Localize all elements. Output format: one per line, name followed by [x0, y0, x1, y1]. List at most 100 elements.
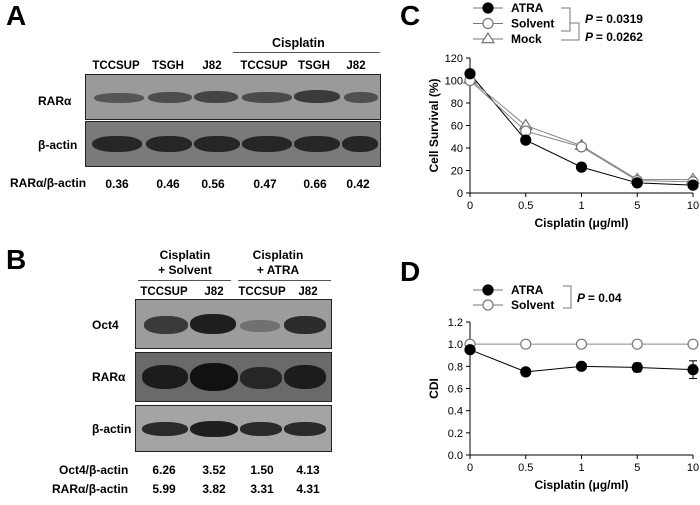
group1-label-line2: + Solvent — [158, 263, 212, 277]
ratio-value: 4.31 — [296, 482, 320, 496]
group1-label-line1: Cisplatin — [159, 248, 211, 262]
p-value-d: P = 0.04 — [577, 291, 622, 305]
data-point-atra — [575, 360, 588, 372]
lane-label: TCCSUP — [238, 286, 286, 298]
x-axis-label: Cisplatin (μg/ml) — [534, 216, 628, 230]
row-label-oct4: Oct4 — [92, 318, 119, 332]
cisplatin-group-rule — [233, 52, 380, 53]
lane-label: TCCSUP — [140, 286, 188, 298]
row-label-rara-b: RARα — [92, 370, 126, 384]
data-point-solvent — [575, 141, 588, 153]
cisplatin-group-label: Cisplatin — [272, 36, 325, 50]
data-point-atra — [464, 344, 476, 356]
y-tick-label: 0 — [457, 188, 463, 200]
rara-blot-b — [135, 352, 332, 402]
group2-label-line2: + ATRA — [256, 263, 300, 277]
panel-letter-b: B — [6, 244, 27, 275]
lane-label: TSGH — [152, 60, 184, 72]
p-value-2: P = 0.0262 — [585, 30, 643, 44]
ratio1-label-b: Oct4/β-actin — [59, 463, 129, 477]
ratio2-label-b: RARα/β-actin — [52, 482, 129, 496]
data-point-atra — [464, 68, 476, 80]
p-value-1: P = 0.0319 — [585, 12, 643, 26]
legend-label-solvent: Solvent — [511, 298, 554, 312]
y-tick-label: 60 — [451, 121, 463, 133]
x-tick-label: 5 — [634, 200, 640, 212]
data-point-atra — [631, 361, 643, 374]
ratio-value: 3.31 — [250, 482, 274, 496]
rara-blot — [85, 74, 381, 120]
y-tick-label: 1.0 — [448, 339, 463, 351]
ratio-value: 0.56 — [201, 177, 225, 191]
data-point-solvent — [575, 338, 588, 350]
ratio-value: 0.36 — [105, 177, 129, 191]
data-point-solvent — [631, 338, 643, 350]
data-point-solvent — [520, 338, 532, 350]
data-point-solvent — [687, 338, 699, 350]
x-tick-label: 0.5 — [518, 462, 533, 474]
row-label-beta-actin: β-actin — [38, 138, 78, 152]
data-point-atra — [520, 134, 532, 146]
group1-rule — [138, 280, 231, 281]
y-tick-label: 0.6 — [448, 384, 463, 396]
panel-letter-c: C — [400, 0, 421, 31]
lane-label: TSGH — [298, 60, 330, 72]
x-tick-label: 0 — [467, 200, 473, 212]
legend-marker — [482, 2, 494, 14]
y-tick-label: 0.4 — [448, 406, 463, 418]
legend-marker — [482, 284, 494, 296]
chart-c: 0 20 40 60 80 100 120 0 0.5 1 5 10 Cisplatin (μg/ml)… — [427, 1, 700, 230]
x-tick-label: 10 — [687, 462, 699, 474]
data-point-atra — [520, 366, 532, 378]
ratio-value: 4.13 — [296, 463, 320, 477]
ratio-value: 3.52 — [202, 463, 226, 477]
ratio-value: 0.42 — [346, 177, 370, 191]
bracket-d — [563, 285, 572, 309]
x-tick-label: 0.5 — [518, 200, 533, 212]
y-axis-label: CDI — [427, 378, 441, 399]
legend-label-solvent: Solvent — [511, 17, 554, 31]
legend-marker — [482, 299, 494, 311]
data-point-atra — [687, 364, 699, 376]
x-tick-label: 0 — [467, 462, 473, 474]
row-label-beta-actin-b: β-actin — [92, 422, 132, 436]
oct4-blot — [135, 299, 332, 349]
y-tick-label: 1.2 — [448, 317, 463, 329]
y-axis-label: Cell Survival (%) — [427, 78, 441, 172]
x-tick-label: 1 — [578, 462, 584, 474]
lane-label: J82 — [202, 60, 222, 72]
beta-actin-blot-b — [135, 405, 332, 452]
data-point-atra — [575, 161, 588, 173]
x-tick-label: 1 — [578, 200, 584, 212]
group2-label-line1: Cisplatin — [252, 248, 304, 262]
y-tick-label: 0.0 — [448, 450, 463, 462]
lane-label: J82 — [298, 286, 318, 298]
x-axis-label: Cisplatin (μg/ml) — [534, 478, 628, 492]
ratio-value: 0.47 — [253, 177, 277, 191]
lane-label: TCCSUP — [92, 60, 140, 72]
ratio-value: 0.66 — [303, 177, 327, 191]
y-tick-label: 80 — [451, 98, 463, 110]
ratio-value: 6.26 — [152, 463, 176, 477]
y-tick-label: 120 — [445, 53, 463, 65]
bracket-2 — [561, 22, 580, 41]
x-tick-label: 10 — [687, 200, 699, 212]
chart-d: 0.0 0.2 0.4 0.6 0.8 1.0 1.2 0 0.5 1 5 10 Cisplatin (… — [427, 283, 699, 492]
ratio-label-a: RARα/β-actin — [10, 176, 87, 190]
group2-rule — [238, 280, 331, 281]
legend-marker — [480, 31, 496, 44]
y-tick-label: 0.8 — [448, 361, 463, 373]
panel-letter-a: A — [6, 0, 27, 31]
data-point-atra — [687, 179, 699, 191]
bracket-1 — [561, 7, 571, 32]
ratio-value: 1.50 — [250, 463, 274, 477]
legend-label-mock: Mock — [511, 32, 542, 46]
legend-label-atra: ATRA — [511, 1, 544, 15]
panel-letter-d: D — [400, 256, 421, 287]
beta-actin-blot-a — [85, 121, 381, 167]
ratio-value: 5.99 — [152, 482, 176, 496]
lane-label: J82 — [346, 60, 366, 72]
x-tick-label: 5 — [634, 462, 640, 474]
legend-marker — [482, 17, 494, 30]
ratio-value: 3.82 — [202, 482, 226, 496]
